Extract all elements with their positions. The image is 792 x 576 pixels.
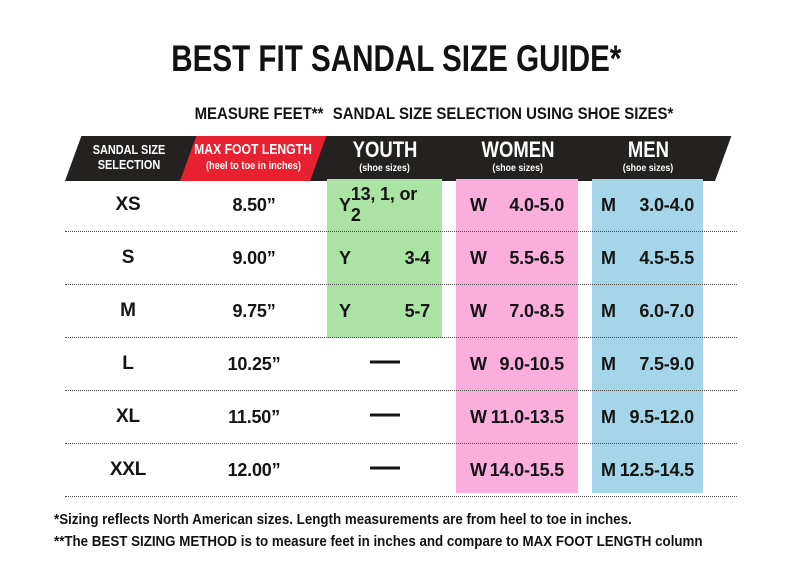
youth-range: 5-7 [404, 300, 431, 321]
size-label: XL [116, 406, 140, 427]
men-range: 4.5-5.5 [639, 247, 694, 268]
size-table: XS 8.50” Y 13, 1, or 2 W 4.0-5.0 M 3.0-4… [65, 179, 737, 497]
column-header-max-foot-length: MAX FOOT LENGTH (heel to toe in inches) [194, 142, 312, 172]
women-prefix: W [470, 300, 487, 321]
men-size-cell: M 4.5-5.5 [598, 232, 697, 284]
men-prefix: M [601, 353, 616, 374]
page-title: BEST FIT SANDAL SIZE GUIDE* [170, 38, 622, 79]
column-header-women: WOMEN (shoe sizes) [481, 137, 555, 174]
women-size-cell: W 5.5-6.5 [467, 232, 567, 284]
no-youth-size-dash: — [370, 397, 400, 430]
column-header-men: MEN (shoe sizes) [622, 137, 674, 174]
youth-range: 3-4 [404, 247, 431, 268]
youth-prefix: Y [339, 247, 351, 268]
table-row-xxl: XXL 12.00” — W 14.0-15.5 M 12.5-14.5 [65, 444, 737, 497]
men-size-cell: M 12.5-14.5 [598, 444, 697, 496]
shoe-size-selection-subheading: SANDAL SIZE SELECTION USING SHOE SIZES* [332, 104, 674, 123]
size-label: XXL [109, 459, 147, 480]
max-length-value: 12.00” [227, 459, 281, 480]
men-prefix: M [601, 194, 616, 215]
men-range: 12.5-14.5 [619, 459, 694, 480]
max-length-value: 9.00” [232, 247, 276, 268]
no-youth-size-dash: — [370, 450, 400, 483]
women-range: 4.0-5.0 [509, 194, 564, 215]
women-prefix: W [470, 247, 487, 268]
table-row-s: S 9.00” Y 3-4 W 5.5-6.5 M 4.5-5.5 [65, 232, 737, 285]
women-size-cell: W 4.0-5.0 [467, 179, 567, 231]
youth-prefix: Y [339, 194, 351, 215]
column-header-sandal-size: SANDAL SIZE SELECTION [92, 142, 166, 172]
size-label: S [121, 247, 135, 268]
men-size-cell: M 3.0-4.0 [598, 179, 697, 231]
women-size-cell: W 7.0-8.5 [467, 285, 567, 337]
women-range: 5.5-6.5 [509, 247, 564, 268]
women-range: 7.0-8.5 [509, 300, 564, 321]
title-row: BEST FIT SANDAL SIZE GUIDE* [0, 38, 792, 80]
table-row-xs: XS 8.50” Y 13, 1, or 2 W 4.0-5.0 M 3.0-4… [65, 179, 737, 232]
men-prefix: M [601, 459, 616, 480]
size-label: L [122, 353, 134, 374]
table-row-l: L 10.25” — W 9.0-10.5 M 7.5-9.0 [65, 338, 737, 391]
max-length-value: 9.75” [232, 300, 276, 321]
size-label: XS [115, 194, 141, 215]
men-size-cell: M 7.5-9.0 [598, 338, 697, 390]
youth-column-band [327, 179, 442, 338]
youth-size-cell: — [335, 444, 434, 496]
women-size-cell: W 9.0-10.5 [467, 338, 567, 390]
women-prefix: W [470, 459, 487, 480]
youth-size-cell: — [335, 391, 434, 443]
women-range: 11.0-13.5 [490, 406, 564, 427]
men-range: 6.0-7.0 [639, 300, 694, 321]
max-length-value: 8.50” [232, 194, 276, 215]
max-length-value: 10.25” [227, 353, 281, 374]
women-prefix: W [470, 406, 487, 427]
men-range: 7.5-9.0 [639, 353, 694, 374]
footnote-sizing: *Sizing reflects North American sizes. L… [54, 512, 632, 528]
max-length-value: 11.50” [228, 406, 280, 427]
column-header-youth: YOUTH (shoe sizes) [352, 137, 418, 174]
footnotes: *Sizing reflects North American sizes. L… [54, 509, 703, 553]
youth-size-cell: — [335, 338, 434, 390]
measure-feet-subheading: MEASURE FEET** [194, 104, 324, 123]
youth-range: 13, 1, or 2 [350, 184, 418, 225]
no-youth-size-dash: — [370, 344, 400, 377]
men-size-cell: M 9.5-12.0 [598, 391, 697, 443]
women-range: 14.0-15.5 [489, 459, 564, 480]
men-size-cell: M 6.0-7.0 [598, 285, 697, 337]
women-prefix: W [470, 194, 487, 215]
women-size-cell: W 11.0-13.5 [467, 391, 567, 443]
women-range: 9.0-10.5 [499, 353, 565, 374]
men-prefix: M [601, 247, 616, 268]
youth-size-cell: Y 3-4 [335, 232, 434, 284]
men-range: 3.0-4.0 [639, 194, 694, 215]
size-label: M [120, 300, 136, 321]
footnote-best-method: **The BEST SIZING METHOD is to measure f… [54, 534, 703, 550]
youth-prefix: Y [339, 300, 351, 321]
men-prefix: M [601, 300, 616, 321]
table-row-xl: XL 11.50” — W 11.0-13.5 M 9.5-12.0 [65, 391, 737, 444]
youth-size-cell: Y 5-7 [335, 285, 434, 337]
table-row-m: M 9.75” Y 5-7 W 7.0-8.5 M 6.0-7.0 [65, 285, 737, 338]
youth-size-cell: Y 13, 1, or 2 [335, 179, 434, 231]
women-prefix: W [470, 353, 487, 374]
men-prefix: M [601, 406, 616, 427]
women-size-cell: W 14.0-15.5 [467, 444, 567, 496]
men-range: 9.5-12.0 [629, 406, 695, 427]
